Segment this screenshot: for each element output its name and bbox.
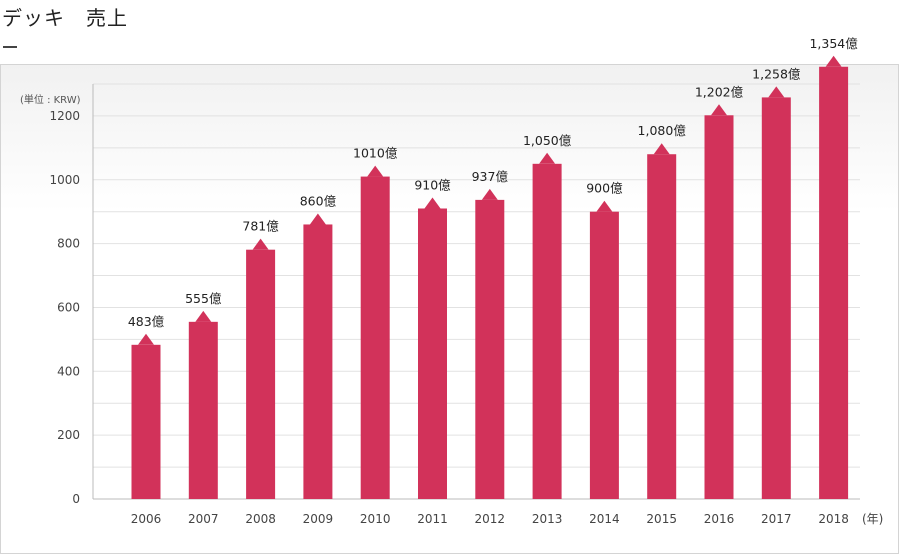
bar-value-label: 900億 (586, 181, 623, 196)
bar-peak-marker (539, 152, 556, 164)
bar (303, 224, 333, 499)
bar (532, 163, 562, 500)
bar-peak-marker (252, 238, 269, 250)
bar (647, 154, 677, 499)
bar-value-label: 1,202億 (695, 84, 744, 99)
bar (819, 66, 849, 499)
bar-peak-marker (768, 86, 785, 98)
bar-value-label: 1,080億 (638, 123, 687, 138)
y-tick-label: 800 (57, 237, 80, 251)
y-axis-unit-label: (単位 : KRW) (20, 93, 81, 106)
bar-peak-marker (424, 197, 441, 209)
x-tick-label: 2015 (646, 512, 677, 526)
bar-value-label: 555億 (185, 291, 222, 306)
bar-value-label: 1,354億 (809, 36, 858, 51)
x-tick-label: 2017 (761, 512, 792, 526)
bar-value-label: 483億 (128, 314, 165, 329)
bar-peak-marker (195, 310, 212, 322)
title-underline (3, 46, 17, 48)
x-tick-label: 2018 (818, 512, 849, 526)
bar (188, 321, 218, 499)
bar (704, 115, 734, 500)
bar (360, 176, 390, 500)
page-title: デッキ 売上 (2, 6, 128, 30)
bar (761, 97, 791, 500)
bar (418, 208, 447, 499)
bar-value-label: 937億 (472, 169, 509, 184)
x-tick-label: 2006 (131, 512, 162, 526)
bar (246, 249, 276, 499)
y-tick-label: 200 (57, 428, 80, 442)
bar-peak-marker (138, 333, 154, 345)
y-tick-label: 1200 (49, 109, 80, 123)
y-tick-label: 0 (72, 492, 80, 506)
bar-peak-marker (481, 188, 498, 200)
y-tick-label: 600 (57, 300, 80, 314)
x-tick-label: 2009 (303, 512, 334, 526)
y-tick-label: 400 (57, 364, 80, 378)
bar-peak-marker (711, 104, 727, 116)
x-tick-label: 2013 (532, 512, 563, 526)
bar-value-label: 1,258億 (752, 66, 801, 81)
y-tick-label: 1000 (49, 173, 80, 187)
x-tick-label: 2010 (360, 512, 391, 526)
bar-value-label: 860億 (300, 193, 337, 208)
bars (131, 55, 849, 500)
bar-peak-marker (653, 143, 670, 155)
x-tick-label: 2016 (704, 512, 735, 526)
bar-peak-marker (367, 165, 384, 177)
bar (589, 211, 619, 499)
bar-peak-marker (825, 55, 842, 67)
bar-peak-marker (309, 213, 326, 225)
bar (475, 199, 505, 499)
x-tick-label: 2011 (417, 512, 448, 526)
bar-value-label: 1010億 (353, 146, 398, 161)
bar-peak-marker (596, 200, 613, 212)
bar-value-label: 781億 (242, 219, 279, 234)
x-tick-label: 2007 (188, 512, 219, 526)
bar-value-label: 910億 (414, 178, 451, 193)
x-tick-label: 2014 (589, 512, 620, 526)
bar-value-label: 1,050億 (523, 133, 572, 148)
bar (131, 344, 161, 499)
labels: 0 200 400 600 800 1000 1200 483億 2006 555億 2007 781… (49, 36, 858, 526)
x-tick-label: 2008 (245, 512, 276, 526)
x-tick-label: 2012 (475, 512, 506, 526)
x-axis-unit-label: (年) (862, 512, 883, 526)
